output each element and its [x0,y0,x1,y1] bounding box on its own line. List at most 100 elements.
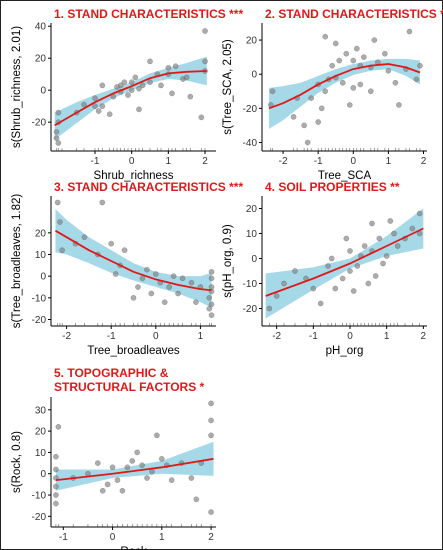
data-point [325,263,331,269]
data-point [198,114,205,121]
y-tick-label: -20 [32,118,47,129]
data-point [99,103,106,110]
data-point [380,260,386,267]
data-point [53,500,59,507]
data-point [339,79,346,86]
data-point [147,79,153,86]
fitted-curve [54,70,207,127]
data-point [124,464,131,471]
data-point [55,109,62,116]
data-point [166,284,173,290]
data-point [172,63,179,70]
data-point [53,492,59,498]
data-point [188,475,195,481]
data-point [139,462,145,469]
data-point [81,234,88,241]
panel-title: 4. SOIL PROPERTIES ** [265,180,400,194]
x-tick-label: -2 [62,331,71,342]
y-tick-label: -20 [243,304,258,315]
x-tick-label: -2 [272,331,281,342]
panel-3: 3. STAND CHARACTERISTICS ***-2 -1 0 1-20-10… [11,180,243,357]
data-point [391,230,397,237]
y-axis-label: s(Shrub_richness, 2.01) [11,26,23,148]
data-point [369,220,375,227]
x-tick-label: 2 [421,331,427,342]
data-point [202,58,208,65]
panel-title: 5. TOPOGRAPHIC & [54,366,169,380]
data-point [208,284,215,290]
data-point [365,280,372,287]
y-axis-label: s(Tree_SCA, 2.05) [222,39,234,135]
data-point [322,33,329,40]
data-point [165,64,172,71]
data-point [121,247,128,254]
x-axis-label: Shrub_richness [94,170,174,182]
x-tick-label: 0 [350,156,356,167]
data-point [350,85,357,91]
data-point [144,475,150,481]
data-point [169,90,175,97]
data-point [317,300,324,307]
data-point [117,82,124,89]
panel-1: 1. STAND CHARACTERISTICS *** -1 0 1 2 -20 0 20 4… [11,7,243,182]
data-point [152,271,159,277]
data-point [360,54,367,60]
data-point [139,275,146,282]
y-tick-label: 0 [251,70,257,81]
fitted-curve [55,457,214,482]
y-tick-label: 20 [246,36,258,47]
y-tick-label: 10 [35,448,47,459]
data-point [147,58,153,65]
data-point [322,88,329,95]
x-axis-label: Tree_SCA [318,170,372,182]
data-point [187,93,194,100]
data-point [376,235,383,242]
data-point [175,290,181,297]
data-point [99,82,106,89]
data-point [125,92,131,98]
y-tick-label: 0 [251,254,257,265]
data-point [336,57,343,64]
data-point [121,79,128,86]
data-point [387,218,394,224]
data-point [339,275,346,282]
y-tick-label: 10 [246,229,258,240]
confidence-band [55,441,214,491]
data-point [372,273,379,279]
data-point [134,449,141,456]
y-axis-label: s(Tree_broadleaves, 1.82) [11,194,23,329]
x-tick-label: 2 [208,532,214,543]
y-tick-label: 20 [35,54,47,65]
data-point [129,458,136,464]
data-point [208,275,215,282]
data-point [154,432,160,439]
y-tick-label: 40 [35,22,47,33]
x-tick-label: 0 [153,331,159,342]
y-tick-label: -20 [32,512,47,523]
data-point [273,293,280,299]
data-point [371,37,378,43]
data-point [119,487,126,494]
data-point [394,243,401,249]
y-tick-label: 0 [40,272,46,283]
data-point [346,102,353,108]
data-point [290,114,297,120]
data-point [53,128,60,135]
data-point [208,301,215,308]
x-tick-label: 1 [166,156,172,167]
y-tick-label: 20 [35,427,47,438]
panel-title: STRUCTURAL FACTORS * [54,380,205,394]
data-point [304,139,311,146]
data-point [383,253,390,259]
x-tick-label: -2 [279,156,288,167]
x-tick-label: 2 [421,156,427,167]
confidence-band [55,209,212,308]
data-point [104,481,111,488]
data-point [135,284,141,290]
x-tick-label: 0 [129,156,135,167]
data-point [208,268,215,275]
data-point [144,266,150,273]
data-point [95,108,102,114]
x-axis-label: pH_org [326,345,364,357]
data-point [281,280,287,287]
